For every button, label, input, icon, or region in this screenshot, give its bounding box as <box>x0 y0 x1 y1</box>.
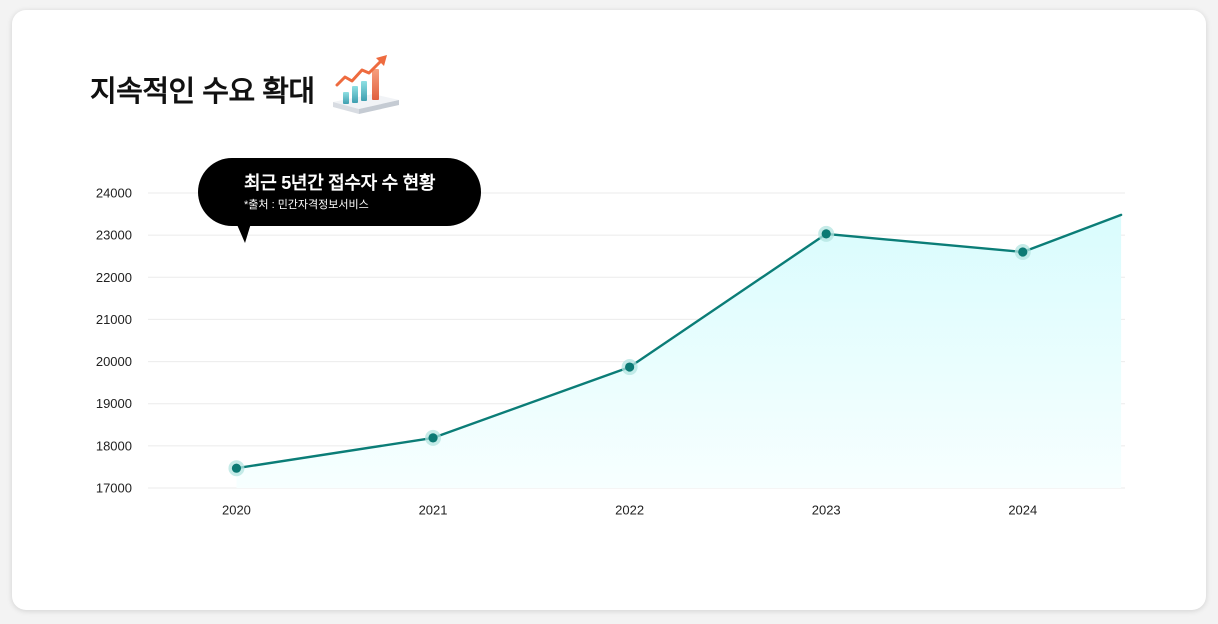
series-area <box>236 214 1122 488</box>
y-tick-label: 23000 <box>96 228 132 243</box>
x-tick-label: 2021 <box>419 503 448 518</box>
y-tick-label: 21000 <box>96 312 132 327</box>
line-layer <box>235 213 1123 470</box>
icon-arrow-head <box>376 55 387 66</box>
icon-bar-highlight <box>372 69 379 100</box>
callout-title: 최근 5년간 접수자 수 현황 <box>244 173 436 193</box>
data-point-marker <box>1018 247 1028 257</box>
page-title: 지속적인 수요 확대 <box>90 76 315 108</box>
data-point-marker <box>231 463 242 473</box>
x-tick-label: 2022 <box>615 503 644 518</box>
icon-bar <box>361 81 367 101</box>
icon-platform-side <box>333 102 359 114</box>
x-tick-label: 2024 <box>1008 503 1037 518</box>
y-axis: 24000 23000 22000 21000 20000 19000 18000 17000 <box>96 186 132 496</box>
data-point-2022 <box>621 359 638 376</box>
y-tick-label: 20000 <box>96 354 132 369</box>
data-point-2021 <box>425 429 442 446</box>
data-point-marker <box>625 362 635 372</box>
icon-platform-side <box>359 100 399 114</box>
x-tick-label: 2020 <box>222 503 251 518</box>
chart-title-callout: 최근 5년간 접수자 수 현황 *출처 : 민간자격정보서비스 <box>198 158 481 226</box>
rising-bar-chart-icon <box>331 54 401 116</box>
y-tick-label: 19000 <box>96 396 132 411</box>
data-point-2020 <box>228 460 245 477</box>
callout-source: *출처 : 민간자격정보서비스 <box>244 199 369 211</box>
marker-layer <box>228 225 1031 477</box>
rising-bar-chart-icon-graphic <box>333 55 399 114</box>
icon-bar <box>343 92 349 104</box>
x-tick-label: 2023 <box>812 503 841 518</box>
callout-tail-shape <box>235 220 252 243</box>
icon-platform-top <box>333 94 399 109</box>
y-tick-label: 24000 <box>96 186 132 201</box>
data-point-2023 <box>818 225 835 242</box>
y-tick-label: 17000 <box>96 481 132 496</box>
chart-card: 지속적인 수요 확대 <box>12 10 1206 610</box>
data-point-marker <box>821 229 831 239</box>
line-area-chart: 24000 23000 22000 21000 20000 19000 18000 17000… <box>96 186 1125 518</box>
data-point-2024 <box>1014 244 1031 260</box>
series-line <box>235 213 1123 470</box>
icon-trend-arrow <box>335 60 382 87</box>
y-tick-label: 18000 <box>96 438 132 453</box>
data-point-marker <box>428 433 438 443</box>
area-layer <box>236 214 1122 488</box>
icon-bar <box>352 86 358 103</box>
y-tick-label: 22000 <box>96 270 132 285</box>
callout-tail <box>235 220 252 243</box>
x-axis: 2020 2021 2022 2023 2024 <box>222 503 1037 518</box>
